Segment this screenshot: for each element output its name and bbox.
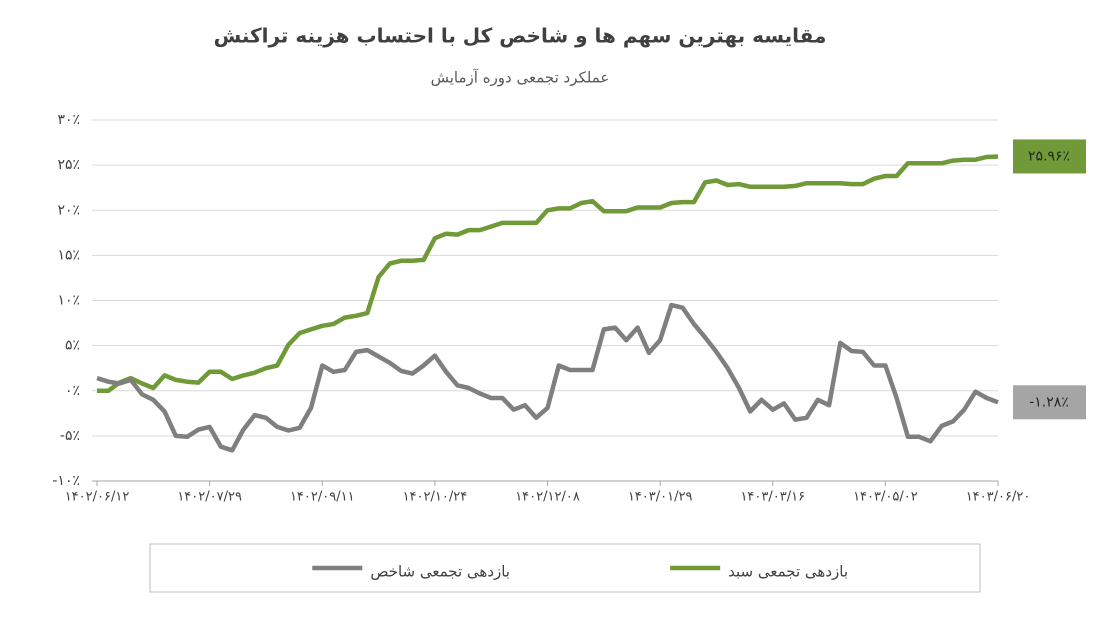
y-tick-label: ۵٪ (65, 338, 80, 354)
end-label-box (1013, 139, 1086, 174)
x-tick-label: ۱۴۰۳/۰۳/۱۶ (740, 490, 805, 505)
series-line (97, 154, 999, 394)
x-tick-label: ۱۴۰۲/۱۰/۲۴ (403, 490, 468, 505)
y-tick-label: -۱۰٪ (52, 473, 80, 489)
x-tick-label: ۱۴۰۲/۰۶/۱۲ (65, 490, 130, 505)
y-tick-label: ۰٪ (65, 383, 80, 399)
y-tick-label: ۲۰٪ (57, 202, 80, 218)
series-line (96, 302, 999, 453)
end-label-box (1013, 385, 1086, 420)
legend-box (149, 543, 981, 593)
x-tick-label: ۱۴۰۲/۰۷/۲۹ (177, 490, 242, 505)
chart-subtitle: عملکرد تجمعی دوره آزمایش (431, 69, 610, 87)
x-tick-label: ۱۴۰۳/۰۵/۰۲ (853, 490, 918, 505)
legend-label: بازدهی تجمعی سبد (728, 563, 848, 581)
end-label: ۲۵.۹۶٪ (1028, 148, 1070, 164)
y-tick-label: -۵٪ (60, 428, 80, 444)
y-tick-label: ۳۰٪ (57, 112, 80, 128)
legend-label: بازدهی تجمعی شاخص (370, 563, 510, 581)
y-tick-label: ۲۵٪ (57, 157, 80, 173)
x-tick-label: ۱۴۰۳/۰۱/۲۹ (628, 490, 693, 505)
x-tick-label: ۱۴۰۲/۰۹/۱۱ (290, 490, 355, 505)
x-tick-label: ۱۴۰۳/۰۶/۲۰ (966, 490, 1031, 505)
y-tick-label: ۱۵٪ (57, 247, 80, 263)
end-label: -۱.۲۸٪ (1029, 394, 1069, 410)
chart-title: مقایسه بهترین سهم ها و شاخص کل با احتساب… (214, 24, 827, 48)
x-tick-label: ۱۴۰۲/۱۲/۰۸ (515, 490, 580, 505)
y-tick-label: ۱۰٪ (57, 293, 80, 309)
